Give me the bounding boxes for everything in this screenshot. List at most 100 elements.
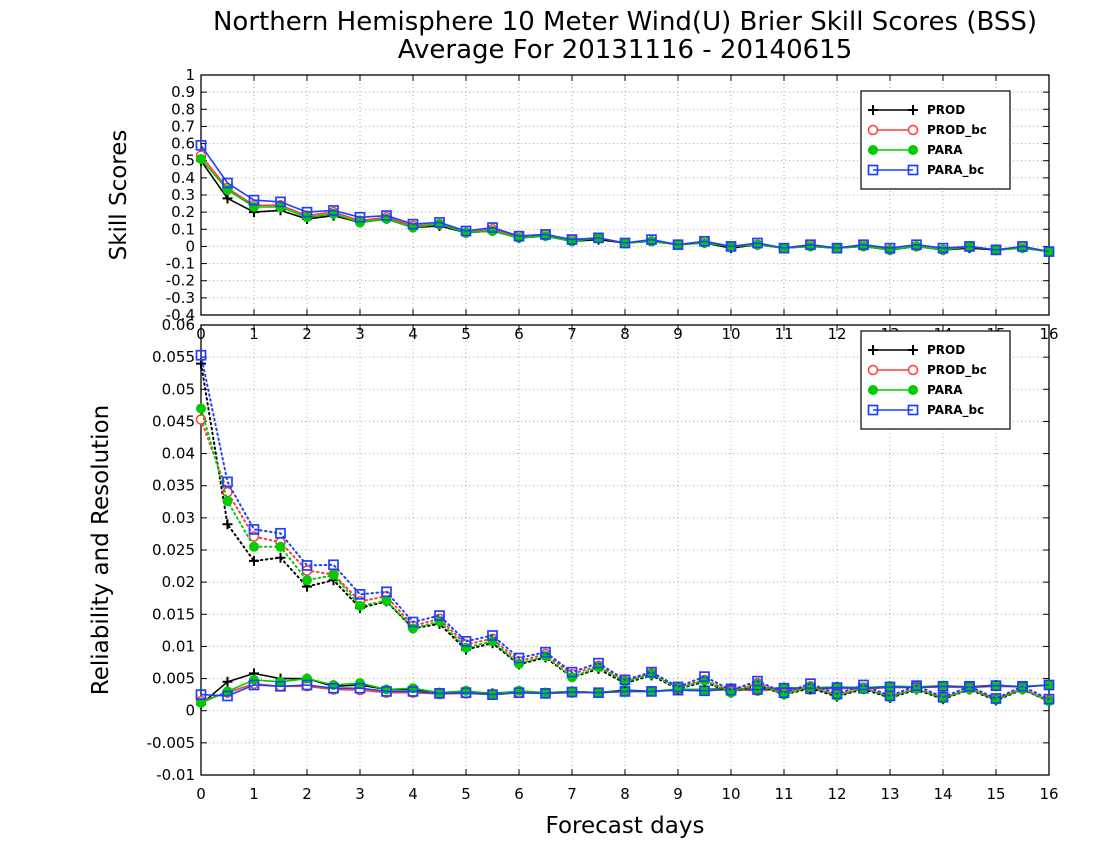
y-tick-label: 0.025 [152, 541, 195, 559]
legend-marker [907, 364, 919, 376]
data-point-para-bc [301, 206, 313, 218]
x-tick-label: 6 [514, 785, 524, 803]
legend-marker [867, 164, 879, 176]
legend-label: PROD [927, 103, 965, 117]
data-point-para-bc [328, 205, 339, 216]
legend-marker [868, 385, 878, 395]
data-point-prod [222, 193, 233, 204]
data-point-para-bc [195, 139, 207, 151]
data-point-resolution-para-bc [1017, 680, 1028, 692]
data-point-para-bc [354, 211, 366, 223]
data-point-resolution-para-bc [937, 691, 949, 703]
data-point-para-bc [911, 239, 922, 251]
data-point-reliability-para-bc [301, 679, 313, 691]
data-point-resolution-para-bc [805, 678, 816, 690]
data-point-resolution-para [355, 600, 365, 611]
data-point-reliability-para-bc [328, 682, 339, 694]
data-point-reliability-para-bc [566, 686, 578, 698]
legend-marker [868, 105, 878, 115]
data-point-reliability-para-bc [460, 687, 472, 699]
data-point-resolution-para [249, 541, 259, 552]
legend-marker [908, 345, 918, 355]
legend-marker [868, 345, 878, 355]
data-point-para-bc [964, 241, 975, 252]
legend-marker [867, 364, 879, 376]
data-point-resolution-para-bc [964, 680, 975, 692]
data-point-resolution-para-bc [619, 674, 631, 686]
data-point-resolution-para-bc [593, 657, 604, 669]
data-point-resolution-para-bc [884, 690, 896, 702]
reliability-resolution-panel: -0.01 -0.005 0 0.005 0.01 0.015 0.02 0.025 0.03 0… [88, 316, 1059, 839]
legend-label: PARA_bc [927, 163, 984, 178]
y-tick-label: 0.055 [152, 348, 195, 366]
series-line-para-bc [200, 144, 1050, 253]
data-point-resolution-para-bc [911, 680, 922, 691]
data-point-resolution-para [381, 595, 392, 606]
x-tick-label: 8 [620, 785, 630, 803]
data-point-reliability-para-bc [937, 680, 949, 692]
y-axis-title: Reliability and Resolution [88, 405, 114, 695]
data-point-resolution-para-bc [248, 524, 260, 535]
data-point-reliability-para-bc [487, 689, 498, 700]
legend-marker [867, 124, 879, 136]
x-tick-label: 15 [986, 785, 1005, 803]
data-point-para-bc [593, 232, 604, 244]
y-tick-label: 0.035 [152, 477, 195, 495]
y-tick-label: 0.9 [171, 83, 195, 101]
y-tick-label: -0.4 [166, 306, 195, 324]
chart-title-line2: Average For 20131116 - 20140615 [398, 35, 853, 65]
data-point-resolution-para [461, 642, 471, 653]
y-tick-label: 0.015 [152, 605, 195, 623]
data-point-reliability-para-bc [434, 688, 445, 699]
skill-score-panel: -0.4-0.3-0.2-0.100.10.20.30.40.50.60.70.… [106, 66, 1059, 343]
data-point-reliability-para-bc [513, 687, 525, 699]
y-tick-label: 0 [185, 237, 195, 255]
data-point-resolution-para-bc [381, 586, 392, 598]
data-point-para-bc [540, 229, 551, 240]
data-point-resolution-para [328, 570, 339, 581]
x-tick-label: 11 [774, 785, 793, 803]
data-point-reliability-para-bc [990, 680, 1002, 691]
data-point-para-bc [381, 210, 392, 221]
y-tick-label: 0.8 [171, 100, 195, 118]
data-point-para-bc [646, 234, 657, 245]
y-tick-label: 0.01 [162, 637, 195, 655]
data-point-resolution-para-bc [752, 675, 763, 687]
data-point-para-bc [884, 242, 896, 254]
y-tick-label: 0.05 [162, 380, 195, 398]
data-point-resolution-para-bc [301, 560, 313, 571]
data-point-para-bc [699, 235, 710, 247]
data-point-resolution-para [487, 636, 498, 647]
x-tick-label: 16 [1039, 785, 1058, 803]
data-point-reliability-para-bc [407, 686, 419, 697]
data-point-reliability-para-bc [593, 687, 604, 699]
y-tick-label: -0.2 [166, 272, 195, 290]
data-point-reliability-para-bc [195, 689, 207, 700]
data-point-para-bc [752, 237, 763, 249]
data-point-resolution-para [196, 403, 206, 414]
y-tick-label: 0.6 [171, 135, 195, 153]
data-point-para-bc [275, 196, 286, 208]
data-point-resolution-para-bc [513, 652, 525, 664]
chart-title-line1: Northern Hemisphere 10 Meter Wind(U) Bri… [213, 7, 1037, 37]
data-point-resolution-para [222, 496, 233, 507]
x-axis-title: Forecast days [546, 813, 705, 839]
y-axis-title: Skill Scores [106, 130, 132, 261]
x-tick-label: 1 [249, 785, 259, 803]
y-tick-label: 0.4 [171, 169, 195, 187]
y-tick-label: 1 [185, 66, 195, 84]
data-point-resolution-para-bc [407, 616, 419, 628]
x-tick-label: 13 [880, 785, 899, 803]
legend-label: PARA [927, 143, 963, 157]
y-tick-label: -0.3 [166, 289, 195, 307]
data-point-reliability-para-bc [248, 679, 260, 691]
data-point-resolution-para [408, 623, 418, 634]
data-point-reliability-para-bc [354, 682, 366, 694]
legend-marker [907, 164, 919, 176]
data-point-para-bc [805, 239, 816, 251]
x-tick-label: 2 [302, 785, 312, 803]
data-point-resolution-prod-bc [195, 414, 207, 425]
y-tick-label: 0.045 [152, 412, 195, 430]
